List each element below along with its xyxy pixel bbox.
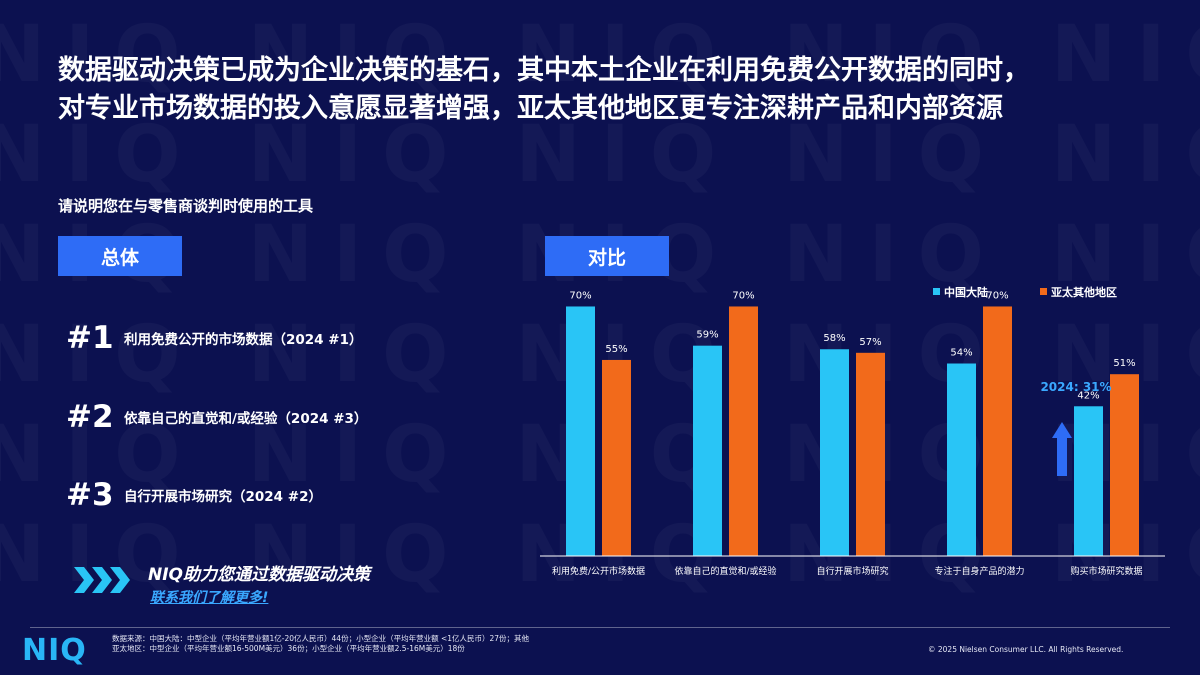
comparison-section-label: 对比 — [545, 236, 669, 276]
legend-label: 中国大陆 — [944, 285, 988, 299]
bar-value-label: 55% — [605, 344, 627, 355]
bar-china — [947, 363, 976, 556]
rank-text: 自行开展市场研究（2024 #2） — [124, 489, 322, 505]
bar-value-label: 54% — [950, 348, 972, 359]
rank-number: #2 — [66, 399, 114, 435]
title-line-1: 数据驱动决策已成为企业决策的基石，其中本土企业在利用免费公开数据的同时， — [58, 55, 1030, 86]
bar-apac — [602, 359, 631, 556]
footer-divider — [30, 627, 1170, 628]
category-label: 购买市场研究数据 — [1070, 565, 1142, 577]
bar-apac — [729, 306, 758, 556]
copyright-text: © 2025 Nielsen Consumer LLC. All Rights … — [928, 645, 1124, 654]
legend-label: 亚太其他地区 — [1051, 285, 1117, 299]
bar-value-label: 42% — [1077, 390, 1099, 401]
rank-text: 利用免费公开的市场数据（2024 #1） — [124, 332, 363, 348]
rank-text: 依靠自己的直觉和/或经验（2024 #3） — [124, 411, 368, 427]
bar-value-label: 70% — [732, 290, 754, 301]
niq-logo: NIQ — [22, 633, 87, 668]
bar-china — [1074, 406, 1103, 556]
bar-value-label: 51% — [1113, 358, 1135, 369]
survey-question: 请说明您在与零售商谈判时使用的工具 — [58, 197, 314, 215]
bar-apac — [1110, 374, 1139, 556]
title-line-2: 对专业市场数据的投入意愿显著增强，亚太其他地区更专注深耕产品和内部资源 — [58, 93, 1003, 124]
bar-apac — [983, 306, 1012, 556]
bar-value-label: 58% — [823, 333, 845, 344]
legend-swatch — [1040, 288, 1047, 295]
category-label: 自行开展市场研究 — [816, 565, 888, 577]
up-arrow-icon — [1052, 422, 1072, 476]
bar-value-label: 59% — [696, 330, 718, 341]
cta-headline: NIQ助力您通过数据驱动决策 — [148, 565, 371, 585]
bar-value-label: 70% — [569, 290, 591, 301]
rank-number: #3 — [66, 477, 114, 513]
chevron-right-icon — [74, 567, 130, 593]
contact-us-link[interactable]: 联系我们了解更多! — [150, 590, 269, 606]
bar-china — [820, 349, 849, 556]
bar-china — [693, 345, 722, 556]
overall-section-label: 总体 — [58, 236, 182, 276]
rank-item-2: #2 依靠自己的直觉和/或经验（2024 #3） — [66, 397, 367, 437]
bar-value-label: 70% — [986, 290, 1008, 301]
data-source-footnote: 数据来源：中国大陆：中型企业（平均年营业额1亿-20亿人民币）44份；小型企业（… — [112, 634, 530, 653]
page-title: 数据驱动决策已成为企业决策的基石，其中本土企业在利用免费公开数据的同时， 对专业… — [58, 52, 1158, 128]
legend-swatch — [933, 288, 940, 295]
category-label: 依靠自己的直觉和/或经验 — [674, 565, 776, 577]
annotation-2024-value: 2024: 31% — [1040, 380, 1111, 394]
category-label: 专注于自身产品的潜力 — [934, 565, 1024, 577]
bar-china — [566, 306, 595, 556]
rank-item-1: #1 利用免费公开的市场数据（2024 #1） — [66, 318, 362, 358]
bar-apac — [856, 352, 885, 556]
rank-item-3: #3 自行开展市场研究（2024 #2） — [66, 475, 322, 515]
rank-number: #1 — [66, 320, 114, 356]
bar-value-label: 57% — [859, 337, 881, 348]
category-label: 利用免费/公开市场数据 — [552, 565, 645, 577]
